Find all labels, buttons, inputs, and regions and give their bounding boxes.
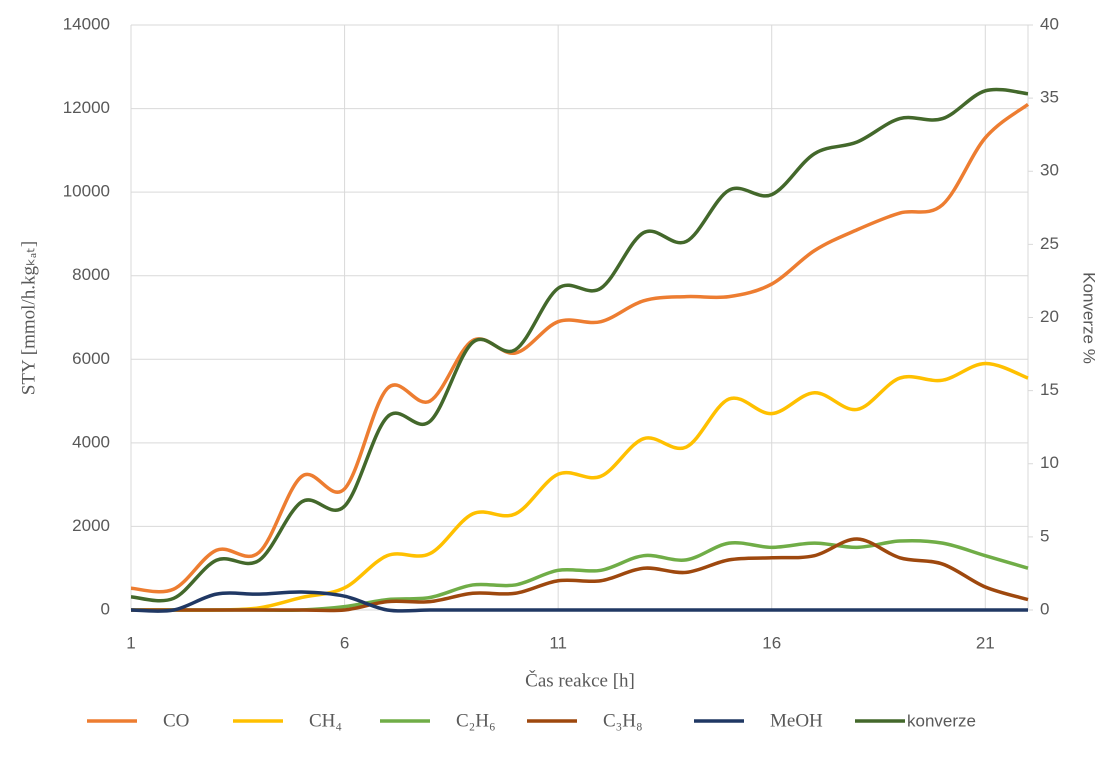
y-tick-label: 6000 xyxy=(72,349,110,368)
series-line xyxy=(130,102,1030,594)
x-axis-label: Čas reakce [h] xyxy=(525,669,635,691)
y2-tick-label: 30 xyxy=(1040,161,1059,180)
series-line xyxy=(131,537,1029,613)
x-tick-label: 11 xyxy=(549,633,567,652)
y2-tick-label: 10 xyxy=(1040,453,1059,472)
y2-tick-label: 40 xyxy=(1040,14,1059,33)
y-axis-label: STY [mmol/h.kgₖₐₜ] xyxy=(18,241,39,395)
x-tick-label: 21 xyxy=(976,633,995,652)
y-tick-label: 12000 xyxy=(63,98,110,117)
y2-tick-label: 5 xyxy=(1040,526,1049,545)
y2-tick-label: 15 xyxy=(1040,380,1059,399)
x-tick-label: 1 xyxy=(126,633,135,652)
legend-label: MeOH xyxy=(770,710,823,731)
series-line xyxy=(130,87,1029,603)
legend-label: C₃H₈ xyxy=(603,710,643,731)
y2-tick-label: 25 xyxy=(1040,234,1059,253)
x-tick-label: 6 xyxy=(340,633,349,652)
y-tick-label: 10000 xyxy=(63,182,110,201)
series-line xyxy=(130,590,1028,613)
y-tick-label: 14000 xyxy=(63,14,110,33)
y2-axis-label: Konverze % xyxy=(1080,272,1099,364)
y-tick-label: 4000 xyxy=(72,432,110,451)
y-tick-label: 0 xyxy=(101,599,110,618)
series-line xyxy=(131,361,1029,612)
x-tick-label: 16 xyxy=(762,633,781,652)
y-tick-label: 8000 xyxy=(72,265,110,284)
legend-label: CH₄ xyxy=(309,710,342,731)
legend-label: C₂H₆ xyxy=(456,710,496,731)
legend-label: CO xyxy=(163,710,189,731)
y2-tick-label: 35 xyxy=(1040,88,1059,107)
y2-tick-label: 0 xyxy=(1040,599,1049,618)
legend-label: konverze xyxy=(907,711,976,730)
y-tick-label: 2000 xyxy=(72,516,110,535)
y2-tick-label: 20 xyxy=(1040,307,1059,326)
